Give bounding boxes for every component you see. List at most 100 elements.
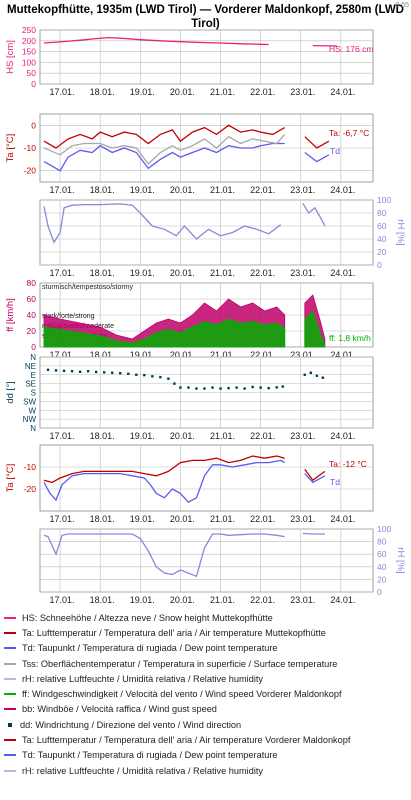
series-ta-1 xyxy=(43,124,286,149)
y-tick-label: 80 xyxy=(377,537,387,547)
series-td-1 xyxy=(304,151,330,163)
y-tick-label: 20 xyxy=(377,247,387,257)
y-tick-label: -10 xyxy=(24,462,37,472)
legend-swatch xyxy=(4,677,16,680)
dd-point xyxy=(281,385,284,388)
dd-point xyxy=(227,386,230,390)
value-annotation: Ta: -12 °C xyxy=(329,459,367,469)
dd-point xyxy=(78,370,82,373)
x-tick-label: 23.01. xyxy=(290,595,315,605)
y-tick-label: 50 xyxy=(27,68,37,78)
value-annotation: Ta: -6,7 °C xyxy=(329,128,369,138)
x-tick-label: 19.01. xyxy=(130,87,155,97)
y-tick-label: 20 xyxy=(377,574,387,584)
legend: HS: Schneehöhe / Altezza neve / Snow hei… xyxy=(4,610,409,778)
dd-point xyxy=(111,371,114,374)
value-annotation: HS: 176 cm xyxy=(329,44,373,54)
legend-item: Td: Taupunkt / Temperatura di rugiada / … xyxy=(4,748,409,763)
x-tick-label: 19.01. xyxy=(130,185,155,195)
legend-label: Ta: Lufttemperatur / Temperatura dell' a… xyxy=(22,735,351,746)
y-tick-label: 20 xyxy=(27,326,37,336)
dd-point xyxy=(303,373,306,376)
y-tick-label: 250 xyxy=(22,25,36,35)
dd-point xyxy=(127,372,130,375)
dd-point xyxy=(203,387,206,390)
x-tick-label: 24.01. xyxy=(330,185,355,195)
series-ff-3 xyxy=(304,310,326,348)
dd-point xyxy=(151,375,154,378)
y-tick-label: 60 xyxy=(377,221,387,231)
legend-label: rH: relative Luftfeuchte / Umidità relat… xyxy=(22,673,264,684)
dd-point xyxy=(70,370,74,373)
series-td-5 xyxy=(304,473,326,484)
x-tick-label: 24.01. xyxy=(330,431,355,441)
series-ta-5 xyxy=(304,468,326,482)
dd-point xyxy=(259,386,262,389)
legend-label: Tss: Oberflächentemperatur / Temperatura… xyxy=(22,658,338,669)
legend-swatch xyxy=(4,647,16,650)
legend-label: Td: Taupunkt / Temperatura di rugiada / … xyxy=(22,643,278,654)
x-tick-label: 23.01. xyxy=(290,185,315,195)
x-tick-label: 20.01. xyxy=(170,350,195,360)
y-tick-label: 0 xyxy=(31,120,36,130)
dd-point xyxy=(86,370,90,373)
y-tick-label: E xyxy=(31,371,36,380)
x-tick-label: 21.01. xyxy=(210,514,235,524)
x-tick-label: 20.01. xyxy=(170,431,195,441)
x-tick-label: 23.01. xyxy=(290,431,315,441)
legend-swatch xyxy=(4,693,16,696)
y-tick-label: NW xyxy=(23,415,37,424)
x-tick-label: 22.01. xyxy=(250,595,275,605)
x-tick-label: 18.01. xyxy=(90,268,115,278)
x-tick-label: 20.01. xyxy=(170,185,195,195)
y-tick-label: 0 xyxy=(31,79,36,89)
series-rh-2 xyxy=(43,203,282,244)
x-tick-label: 19.01. xyxy=(130,431,155,441)
y-axis-title: HS [cm] xyxy=(5,40,16,74)
x-tick-label: 20.01. xyxy=(170,87,195,97)
series-rh-2 xyxy=(302,202,326,227)
series-ta-1 xyxy=(304,136,330,149)
dd-point xyxy=(46,368,50,372)
legend-item: Ta: Lufttemperatur / Temperatura dell' a… xyxy=(4,732,409,747)
dd-point xyxy=(243,387,246,390)
dd-point xyxy=(275,386,278,389)
legend-item: bb: Windböe / Velocità raffica / Wind gu… xyxy=(4,702,409,717)
x-tick-label: 23.01. xyxy=(290,268,315,278)
legend-swatch xyxy=(4,631,16,634)
y-tick-label: 60 xyxy=(27,294,37,304)
legend-swatch xyxy=(8,722,12,727)
dd-point xyxy=(179,386,182,389)
y-tick-label: -20 xyxy=(24,166,37,176)
x-tick-label: 17.01. xyxy=(50,185,75,195)
x-tick-label: 24.01. xyxy=(330,350,355,360)
series-rh-6 xyxy=(43,533,285,578)
x-tick-label: 20.01. xyxy=(170,514,195,524)
x-tick-label: 24.01. xyxy=(330,87,355,97)
series-td-1 xyxy=(43,142,285,172)
legend-swatch xyxy=(4,616,16,619)
x-tick-label: 18.01. xyxy=(90,185,115,195)
x-tick-label: 18.01. xyxy=(90,514,115,524)
x-tick-label: 18.01. xyxy=(90,431,115,441)
legend-item: ff: Windgeschwindigkeit / Velocità del v… xyxy=(4,686,409,701)
x-tick-label: 21.01. xyxy=(210,431,235,441)
legend-label: Ta: Lufttemperatur / Temperatura dell' a… xyxy=(22,627,326,638)
x-tick-label: 17.01. xyxy=(50,268,75,278)
y-tick-label: 40 xyxy=(27,310,37,320)
y-axis-title: Ta [°C] xyxy=(5,464,16,493)
dd-point xyxy=(119,371,122,375)
y-axis-title: rH [%] xyxy=(395,547,406,573)
legend-swatch xyxy=(4,739,16,742)
y-tick-label: 200 xyxy=(22,36,36,46)
plot-frame-5 xyxy=(39,444,374,512)
x-tick-label: 17.01. xyxy=(50,87,75,97)
dd-point xyxy=(187,386,190,389)
value-annotation: ff: 1,8 km/h xyxy=(329,333,371,343)
plot-frame-2 xyxy=(39,199,374,266)
y-axis-title: dd [°] xyxy=(5,381,16,403)
x-tick-label: 22.01. xyxy=(250,350,275,360)
plot-frame-6 xyxy=(39,528,374,593)
x-tick-label: 22.01. xyxy=(250,87,275,97)
dd-point xyxy=(321,376,325,379)
